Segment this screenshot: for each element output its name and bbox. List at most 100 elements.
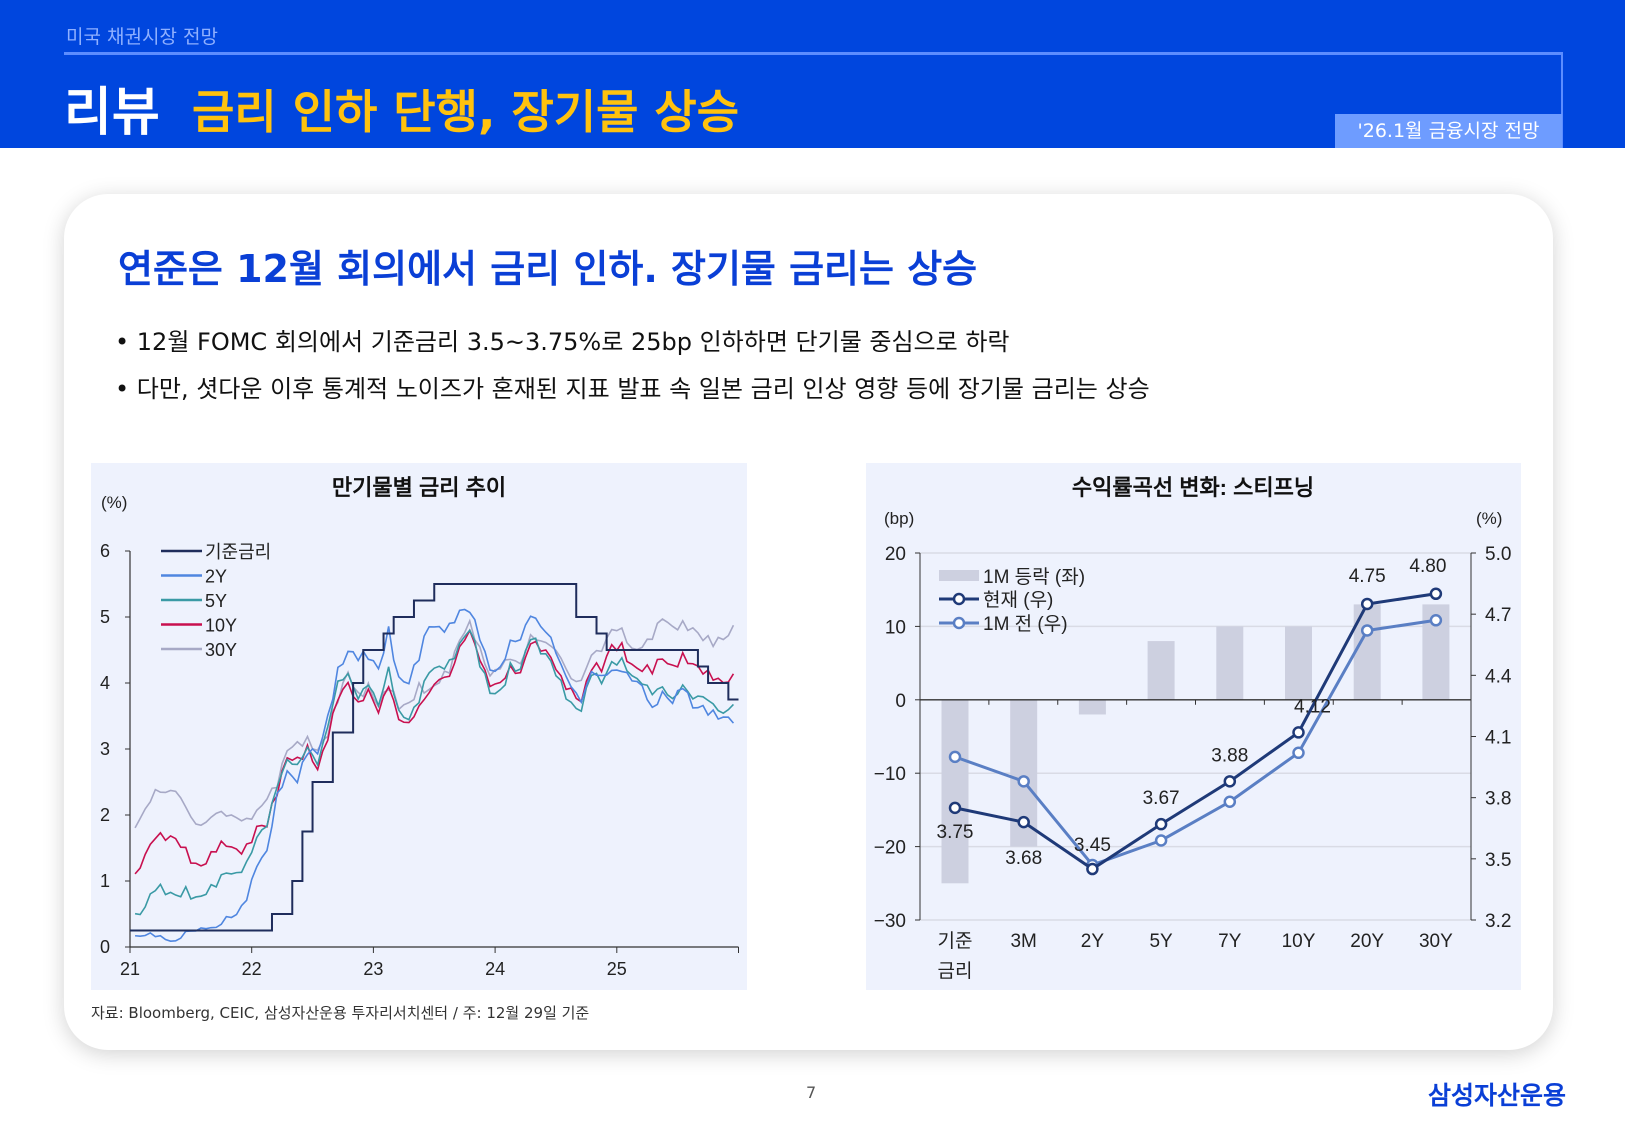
x-tick-label: 24 — [485, 959, 505, 979]
report-badge: '26.1월 금융시장 전망 — [1335, 114, 1562, 148]
right-tick-label: 4.4 — [1485, 666, 1512, 687]
x-tick-label: 10Y — [1282, 931, 1316, 952]
y-tick-label: 2 — [100, 805, 110, 825]
point-1M 전 (우) — [1429, 614, 1443, 627]
series-line-기준금리 — [130, 583, 739, 932]
breadcrumb: 미국 채권시장 전망 — [66, 26, 218, 48]
left-tick-label: −20 — [874, 838, 906, 859]
data-label: 3.67 — [1143, 788, 1180, 809]
left-tick-label: −30 — [874, 911, 906, 932]
y-tick-label: 5 — [100, 607, 110, 627]
left-tick-label: 20 — [885, 544, 906, 565]
point-1M 전 (우) — [948, 750, 962, 764]
point-1M 전 (우) — [1017, 775, 1030, 788]
section-label: 리뷰 — [64, 83, 160, 143]
bullet-1: • 12월 FOMC 회의에서 기준금리 3.5~3.75%로 25bp 인하하… — [115, 328, 1010, 356]
series-line-1M 전 (우) — [954, 618, 1437, 867]
point-현재 (우) — [1223, 775, 1237, 788]
rates-trend-chart: 만기물별 금리 추이 (%) 0 1 2 3 4 5 6 21 22 23 24 25 기준금리 2Y 5Y… — [91, 463, 747, 990]
header-bar: 미국 채권시장 전망 리뷰 금리 인하 단행, 장기물 상승 '26.1월 금융… — [0, 0, 1625, 148]
data-label: 4.12 — [1294, 696, 1331, 717]
legend-label: 현재 (우) — [983, 589, 1053, 611]
legend-label: 1M 전 (우) — [983, 613, 1068, 635]
point-현재 (우) — [1360, 597, 1374, 611]
left-tick-label: −10 — [874, 764, 906, 785]
bullet-2: • 다만, 셧다운 이후 통계적 노이즈가 혼재된 지표 발표 속 일본 금리 … — [115, 375, 1150, 403]
series-line-5Y — [134, 628, 735, 916]
data-label: 4.75 — [1349, 566, 1386, 587]
bar-2Y — [1078, 699, 1106, 715]
bar-5Y — [1147, 641, 1175, 700]
header-divider — [64, 52, 1563, 55]
right-axis-unit: (%) — [1476, 509, 1502, 528]
page-number: 7 — [806, 1083, 817, 1102]
x-tick-label: 30Y — [1419, 931, 1453, 952]
x-tick-label: 23 — [363, 959, 383, 979]
yield-curve-svg: 수익률곡선 변화: 스티프닝 (bp) (%) 20 10 0 −10 −20 −30 5.… — [874, 475, 1512, 982]
right-tick-label: 5.0 — [1485, 544, 1511, 565]
point-현재 (우) — [1429, 587, 1443, 601]
right-tick-label: 4.7 — [1485, 605, 1511, 626]
legend-marker — [952, 616, 966, 630]
headline: 연준은 12월 회의에서 금리 인하. 장기물 금리는 상승 — [118, 247, 978, 291]
x-tick-label: 22 — [242, 959, 262, 979]
legend-swatch — [939, 570, 979, 581]
point-1M 전 (우) — [1154, 834, 1168, 847]
chart-title: 만기물별 금리 추이 — [332, 475, 506, 500]
right-tick-label: 4.1 — [1485, 728, 1511, 749]
left-tick-label: 0 — [895, 691, 906, 712]
legend-marker — [952, 592, 966, 606]
data-label: 3.75 — [937, 822, 974, 843]
x-tick-label: 기준 — [938, 930, 973, 952]
left-tick-label: 10 — [885, 617, 906, 638]
data-label: 3.45 — [1074, 835, 1111, 856]
point-현재 (우) — [1292, 726, 1305, 739]
point-1M 전 (우) — [1223, 795, 1237, 808]
data-label: 4.80 — [1409, 556, 1446, 577]
point-현재 (우) — [1017, 815, 1030, 829]
data-label: 3.88 — [1211, 745, 1248, 766]
series-line-현재 (우) — [954, 592, 1437, 871]
yield-curve-chart: 수익률곡선 변화: 스티프닝 (bp) (%) 20 10 0 −10 −20 −30 5.… — [866, 463, 1521, 990]
point-1M 전 (우) — [1292, 746, 1305, 760]
y-tick-label: 6 — [100, 541, 110, 561]
y-tick-label: 0 — [100, 937, 110, 957]
data-label: 3.68 — [1005, 848, 1042, 869]
bar-기준금리 — [941, 699, 969, 884]
x-tick-label: 7Y — [1218, 931, 1242, 952]
y-tick-label: 1 — [100, 871, 110, 891]
right-tick-label: 3.5 — [1485, 850, 1511, 871]
point-1M 전 (우) — [1360, 624, 1374, 637]
company-logo: 삼성자산운용 — [1428, 1081, 1567, 1110]
legend-label: 30Y — [205, 640, 237, 660]
series-line-10Y — [134, 628, 735, 875]
series-line-2Y — [134, 608, 735, 942]
legend-label: 10Y — [205, 616, 237, 636]
right-tick-label: 3.8 — [1485, 789, 1511, 810]
point-현재 (우) — [1086, 862, 1099, 876]
point-현재 (우) — [1154, 817, 1168, 831]
x-tick-label: 20Y — [1350, 931, 1384, 952]
right-tick-label: 3.2 — [1485, 911, 1511, 932]
legend-label: 1M 등락 (좌) — [983, 566, 1085, 588]
legend-label: 기준금리 — [205, 542, 271, 562]
source-note: 자료: Bloomberg, CEIC, 삼성자산운용 투자리서치센터 / 주:… — [91, 1004, 590, 1022]
header-divider-vertical — [1561, 52, 1563, 148]
page-title: 금리 인하 단행, 장기물 상승 — [192, 85, 740, 139]
bar-7Y — [1216, 626, 1244, 700]
legend-label: 5Y — [205, 591, 227, 611]
x-tick-label: 25 — [607, 959, 627, 979]
left-axis-unit: (bp) — [884, 509, 914, 528]
x-tick-label: 2Y — [1081, 931, 1105, 952]
legend-label: 2Y — [205, 567, 227, 587]
chart-title: 수익률곡선 변화: 스티프닝 — [1072, 475, 1314, 500]
y-tick-label: 4 — [100, 673, 110, 693]
point-현재 (우) — [948, 801, 962, 815]
y-tick-label: 3 — [100, 739, 110, 759]
x-tick-label: 5Y — [1149, 931, 1173, 952]
y-axis-unit: (%) — [101, 493, 127, 512]
x-tick-label: 3M — [1010, 931, 1036, 952]
x-tick-label: 21 — [120, 959, 140, 979]
bar-10Y — [1285, 626, 1312, 700]
